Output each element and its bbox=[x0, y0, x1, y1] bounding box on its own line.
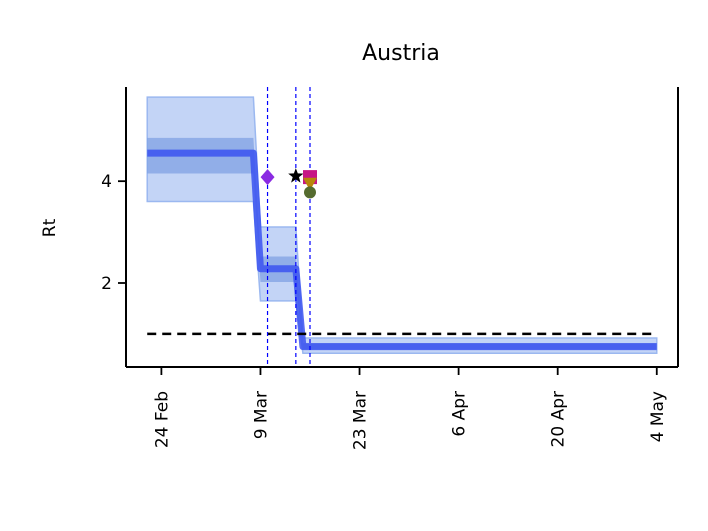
plot-area bbox=[146, 87, 658, 367]
axes bbox=[118, 87, 679, 375]
intervention-markers bbox=[260, 168, 317, 199]
x-tick-label: 4 May bbox=[648, 391, 668, 442]
marker-star bbox=[288, 168, 304, 183]
rt-series-line bbox=[147, 149, 657, 351]
tick-labels: 24 Feb 9 Mar 23 Mar 6 Apr 20 Apr 4 May 2 4 bbox=[101, 172, 668, 450]
credible-interval-outer bbox=[146, 96, 658, 355]
x-tick-label: 24 Feb bbox=[152, 391, 172, 448]
marker-triangle bbox=[303, 177, 317, 191]
y-tick-label: 4 bbox=[101, 172, 112, 192]
x-tick-label: 20 Apr bbox=[549, 391, 569, 447]
marker-diamond bbox=[260, 169, 275, 186]
x-tick-label: 23 Mar bbox=[351, 391, 371, 450]
marker-circle bbox=[304, 186, 316, 199]
credible-interval-inner bbox=[147, 137, 657, 350]
x-tick-label: 9 Mar bbox=[251, 391, 271, 439]
chart-title: Austria bbox=[362, 41, 440, 66]
y-axis-label: Rt bbox=[40, 218, 60, 237]
x-tick-label: 6 Apr bbox=[450, 391, 470, 437]
y-tick-label: 2 bbox=[101, 274, 112, 294]
